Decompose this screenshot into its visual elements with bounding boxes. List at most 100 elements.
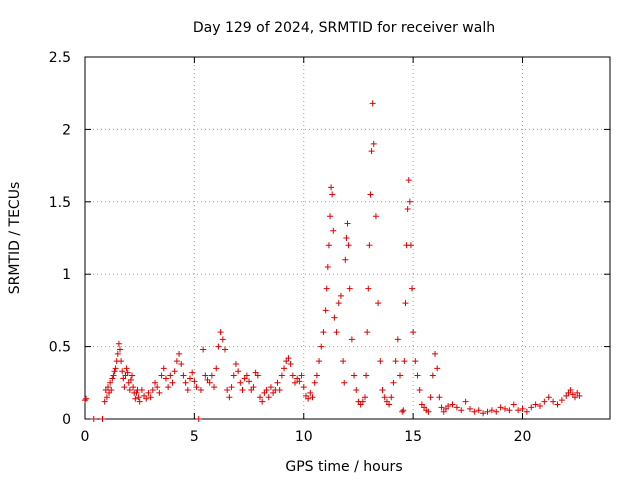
data-point xyxy=(263,387,270,394)
data-point xyxy=(327,213,333,220)
data-point xyxy=(367,191,374,198)
x-tick-label: 0 xyxy=(81,429,90,445)
data-point xyxy=(386,401,393,408)
data-point xyxy=(364,329,371,336)
data-point xyxy=(117,346,123,353)
data-point xyxy=(197,387,204,394)
y-tick-label: 0.5 xyxy=(49,340,71,356)
data-point xyxy=(453,404,460,411)
data-point xyxy=(278,372,285,379)
data-point xyxy=(90,416,97,422)
data-point xyxy=(506,407,513,414)
data-point xyxy=(187,375,193,382)
y-tick-label: 2 xyxy=(62,122,71,138)
data-point xyxy=(353,387,360,394)
data-point xyxy=(289,372,296,379)
data-point xyxy=(365,285,372,292)
data-point xyxy=(176,350,183,357)
data-point xyxy=(405,177,412,184)
data-point xyxy=(267,384,274,391)
data-point xyxy=(480,410,487,417)
data-point xyxy=(372,213,379,220)
data-point xyxy=(331,314,338,321)
data-point xyxy=(484,408,491,415)
data-point xyxy=(519,405,526,412)
chart-title: Day 129 of 2024, SRMTID for receiver wal… xyxy=(193,20,495,36)
data-point xyxy=(99,416,106,422)
data-point xyxy=(333,329,340,336)
data-point xyxy=(101,398,108,405)
data-point xyxy=(211,384,218,391)
data-point xyxy=(369,100,376,107)
data-point xyxy=(169,379,176,386)
data-point xyxy=(189,369,196,376)
data-point xyxy=(320,329,327,336)
data-point xyxy=(400,407,407,414)
data-point xyxy=(412,358,419,365)
data-point xyxy=(330,227,337,234)
data-point xyxy=(467,405,473,412)
x-tick-label: 5 xyxy=(190,429,199,445)
data-point xyxy=(147,394,154,401)
x-tick-label: 20 xyxy=(514,429,532,445)
data-point xyxy=(232,360,239,367)
data-point xyxy=(363,372,370,379)
data-point xyxy=(82,397,88,404)
data-point xyxy=(554,401,561,408)
data-point xyxy=(222,346,228,353)
data-point xyxy=(311,379,318,386)
data-point xyxy=(523,408,530,415)
data-point xyxy=(558,397,565,404)
data-point xyxy=(195,416,202,422)
data-point xyxy=(228,384,235,391)
data-point xyxy=(341,379,348,386)
data-point xyxy=(276,387,283,394)
data-point xyxy=(173,358,180,365)
data-point xyxy=(429,372,436,379)
data-point xyxy=(497,404,504,411)
data-point xyxy=(416,387,423,394)
data-point xyxy=(340,358,347,365)
data-point xyxy=(191,378,198,385)
data-point xyxy=(328,184,335,191)
data-point xyxy=(305,395,312,402)
data-point xyxy=(182,379,189,386)
data-point xyxy=(129,372,136,379)
data-point xyxy=(458,407,465,414)
data-point xyxy=(110,372,117,379)
data-point xyxy=(346,285,353,292)
data-point xyxy=(138,387,145,394)
data-point xyxy=(112,365,119,372)
data-point xyxy=(162,375,169,382)
data-point xyxy=(160,365,167,372)
data-point xyxy=(226,394,233,401)
data-point xyxy=(83,395,90,402)
data-point xyxy=(259,398,266,405)
data-point xyxy=(114,350,121,357)
data-point xyxy=(493,408,500,415)
data-point xyxy=(124,369,131,376)
y-tick-label: 2.5 xyxy=(49,50,71,66)
data-point xyxy=(200,346,207,353)
data-point xyxy=(392,358,399,365)
data-point xyxy=(567,387,574,394)
data-point xyxy=(445,402,452,409)
data-point xyxy=(152,379,158,386)
data-point xyxy=(193,384,200,391)
data-point xyxy=(158,372,165,379)
data-point xyxy=(325,242,332,249)
data-point xyxy=(287,360,294,367)
data-point xyxy=(402,300,409,307)
data-point xyxy=(388,394,395,401)
data-point xyxy=(136,398,143,405)
data-point xyxy=(109,375,116,382)
data-point xyxy=(318,343,325,350)
data-point xyxy=(217,329,224,336)
data-point xyxy=(230,372,237,379)
data-point xyxy=(180,372,187,379)
data-point xyxy=(379,387,386,394)
data-point xyxy=(515,407,522,414)
data-point xyxy=(407,242,414,249)
data-point xyxy=(377,358,384,365)
